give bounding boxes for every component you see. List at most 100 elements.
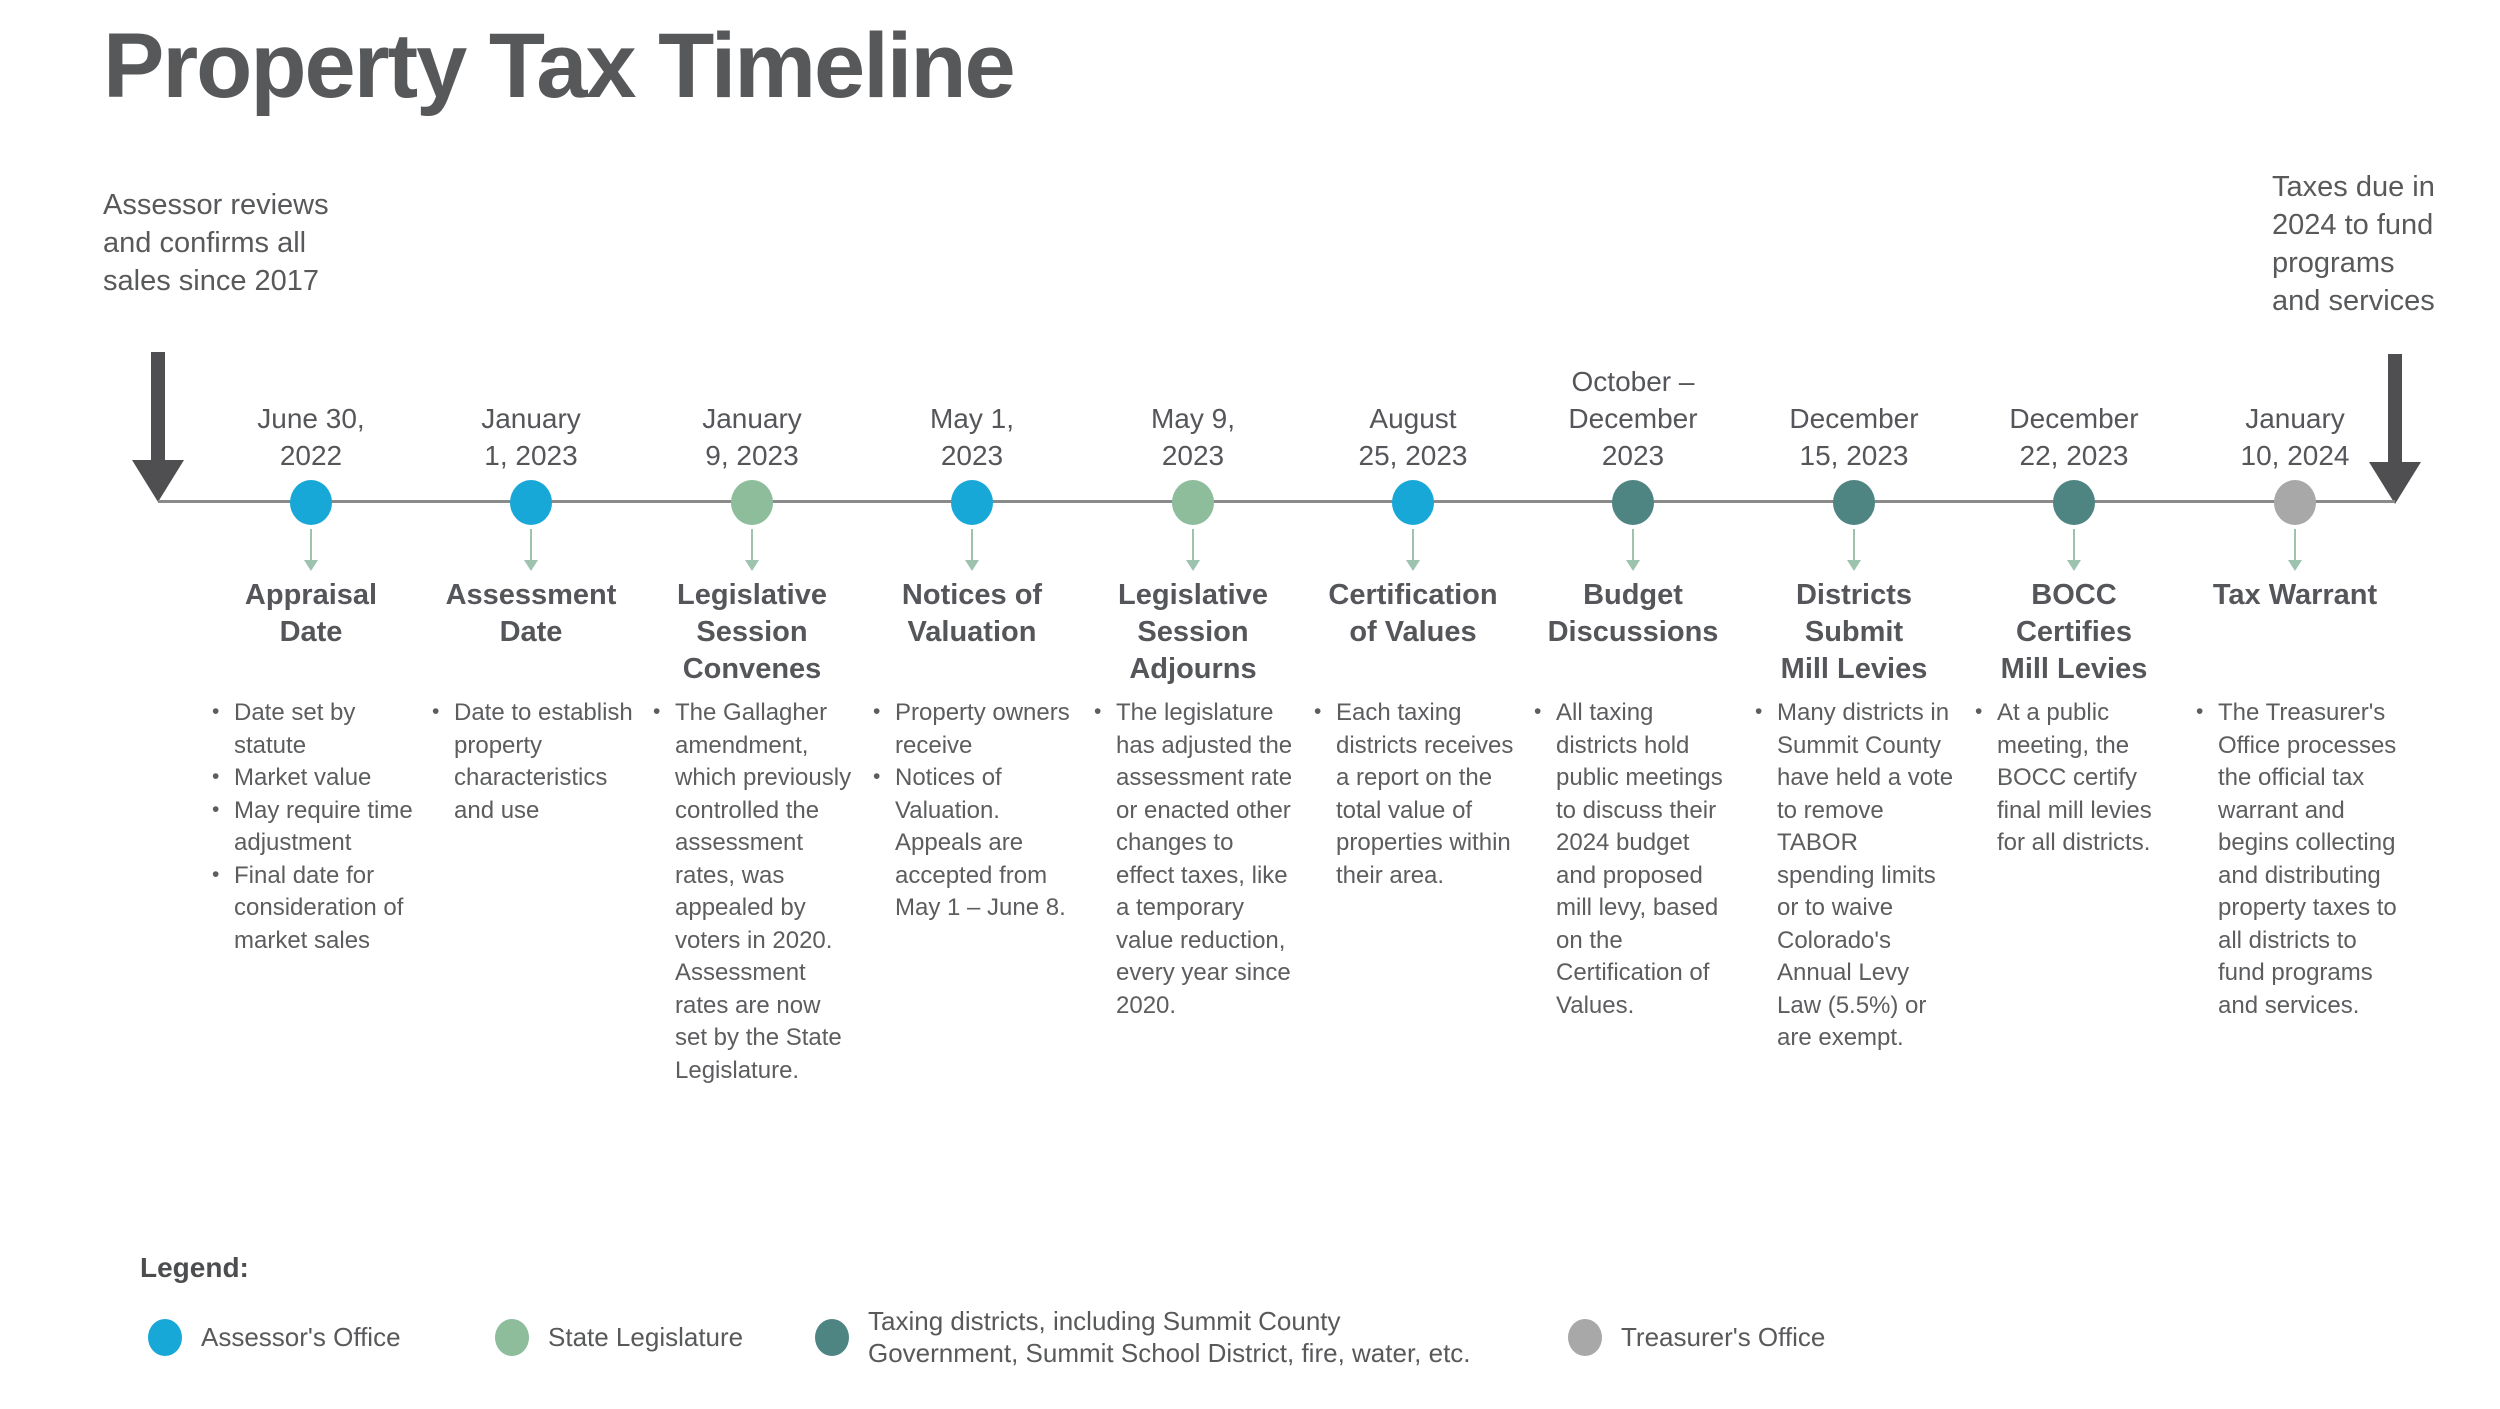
event-bullet: The Treasurer's Office processes the off… (2192, 696, 2398, 1022)
connector-line (971, 529, 973, 560)
event-date: August 25, 2023 (1358, 403, 1468, 471)
event-description: Many districts in Summit County have hel… (1751, 696, 1957, 1055)
event-date: December 22, 2023 (2009, 403, 2139, 471)
down-arrow-start-icon (132, 352, 184, 502)
event-bullet: The Gallagher amendment, which previousl… (649, 696, 855, 1087)
event-title: Legislative Session Adjourns (1118, 579, 1268, 685)
legend-item-label: Assessor's Office (201, 1322, 401, 1352)
legend-item: State Legislature (495, 1302, 743, 1372)
down-arrow-end-icon (2369, 354, 2421, 504)
connector-arrowhead (2067, 560, 2081, 571)
connector-down-arrow-icon (304, 529, 318, 571)
event-bullet: Many districts in Summit County have hel… (1751, 696, 1957, 1055)
connector-arrowhead (965, 560, 979, 571)
event-description: The legislature has adjusted the assessm… (1090, 696, 1296, 1022)
event-description: At a public meeting, the BOCC certify fi… (1971, 696, 2177, 860)
event-title: Legislative Session Convenes (677, 579, 827, 685)
connector-down-arrow-icon (1847, 529, 1861, 571)
connector-arrowhead (2288, 560, 2302, 571)
event-date: January 10, 2024 (2240, 403, 2350, 471)
connector-down-arrow-icon (524, 529, 538, 571)
legend-item-label: State Legislature (548, 1322, 744, 1352)
event-marker-dot (1172, 480, 1214, 525)
event-description: Date to establish property characteristi… (428, 696, 634, 827)
event-bullet: Date set by statute (208, 696, 414, 762)
legend-dot-icon (148, 1318, 182, 1356)
event-bullet: Date to establish property characteristi… (428, 696, 634, 827)
event-marker-dot (1392, 480, 1434, 525)
event-date: January 9, 2023 (702, 403, 802, 471)
event-date: December 15, 2023 (1789, 403, 1919, 471)
event-title: Tax Warrant (2212, 579, 2378, 611)
event-marker-dot (1612, 480, 1654, 525)
connector-down-arrow-icon (965, 529, 979, 571)
event-description: The Treasurer's Office processes the off… (2192, 696, 2398, 1022)
timeline-start-annotation: Assessor reviews and confirms all sales … (103, 189, 329, 297)
event-date: June 30, 2022 (257, 403, 365, 471)
event-bullet: May require time adjustment (208, 794, 414, 860)
connector-down-arrow-icon (1626, 529, 1640, 571)
event-bullet: All taxing districts hold public meeting… (1530, 696, 1736, 1022)
connector-down-arrow-icon (2288, 529, 2302, 571)
legend-dot-icon (1568, 1318, 1602, 1356)
connector-arrowhead (745, 560, 759, 571)
legend-title: Legend: (140, 1252, 249, 1283)
event-description: Each taxing districts receives a report … (1310, 696, 1516, 892)
timeline-axis (158, 500, 2395, 503)
event-title: BOCC Certifies Mill Levies (2000, 579, 2148, 685)
connector-arrowhead (1626, 560, 1640, 571)
event-marker-dot (2274, 480, 2316, 525)
legend-dot-icon (815, 1318, 849, 1356)
event-title: Appraisal Date (244, 579, 378, 648)
event-date: January 1, 2023 (481, 403, 581, 471)
event-marker-dot (951, 480, 993, 525)
event-date: May 9, 2023 (1150, 403, 1236, 471)
connector-line (530, 529, 532, 560)
connector-down-arrow-icon (1186, 529, 1200, 571)
event-date: October – December 2023 (1568, 366, 1698, 471)
connector-arrowhead (1847, 560, 1861, 571)
event-title: Certification of Values (1328, 579, 1498, 648)
connector-arrowhead (304, 560, 318, 571)
connector-arrowhead (1186, 560, 1200, 571)
connector-line (310, 529, 312, 560)
event-bullet: Each taxing districts receives a report … (1310, 696, 1516, 892)
event-bullet: At a public meeting, the BOCC certify fi… (1971, 696, 2177, 860)
event-title: Budget Discussions (1547, 579, 1719, 648)
event-title: Assessment Date (445, 579, 617, 648)
connector-down-arrow-icon (1406, 529, 1420, 571)
connector-down-arrow-icon (745, 529, 759, 571)
event-marker-dot (1833, 480, 1875, 525)
connector-down-arrow-icon (2067, 529, 2081, 571)
event-title: Notices of Valuation (901, 579, 1043, 648)
event-description: Date set by statuteMarket valueMay requi… (208, 696, 414, 958)
event-description: Property owners receiveNotices of Valuat… (869, 696, 1075, 925)
page-title: Property Tax Timeline (103, 15, 1016, 117)
connector-line (2073, 529, 2075, 560)
legend-dot-icon (495, 1318, 529, 1356)
event-bullet: Final date for consideration of market s… (208, 859, 414, 958)
event-date: May 1, 2023 (929, 403, 1015, 471)
legend-item: Taxing districts, including Summit Count… (815, 1302, 1471, 1372)
event-marker-dot (510, 480, 552, 525)
legend-item-label: Taxing districts, including Summit Count… (868, 1306, 1471, 1368)
event-description: The Gallagher amendment, which previousl… (649, 696, 855, 1087)
timeline-end-annotation: Taxes due in 2024 to fund programs and s… (2272, 171, 2435, 317)
event-marker-dot (290, 480, 332, 525)
connector-line (1192, 529, 1194, 560)
connector-line (2294, 529, 2296, 560)
legend-item-label: Treasurer's Office (1621, 1322, 1826, 1352)
event-title: Districts Submit Mill Levies (1780, 579, 1928, 685)
connector-line (1412, 529, 1414, 560)
event-marker-dot (2053, 480, 2095, 525)
event-bullet: Notices of Valuation. Appeals are accept… (869, 761, 1075, 925)
event-bullet: Market value (208, 761, 414, 795)
event-marker-dot (731, 480, 773, 525)
legend-item: Assessor's Office (148, 1302, 401, 1372)
connector-line (751, 529, 753, 560)
connector-arrowhead (524, 560, 538, 571)
event-bullet: The legislature has adjusted the assessm… (1090, 696, 1296, 1022)
event-description: All taxing districts hold public meeting… (1530, 696, 1736, 1022)
event-bullet: Property owners receive (869, 696, 1075, 762)
